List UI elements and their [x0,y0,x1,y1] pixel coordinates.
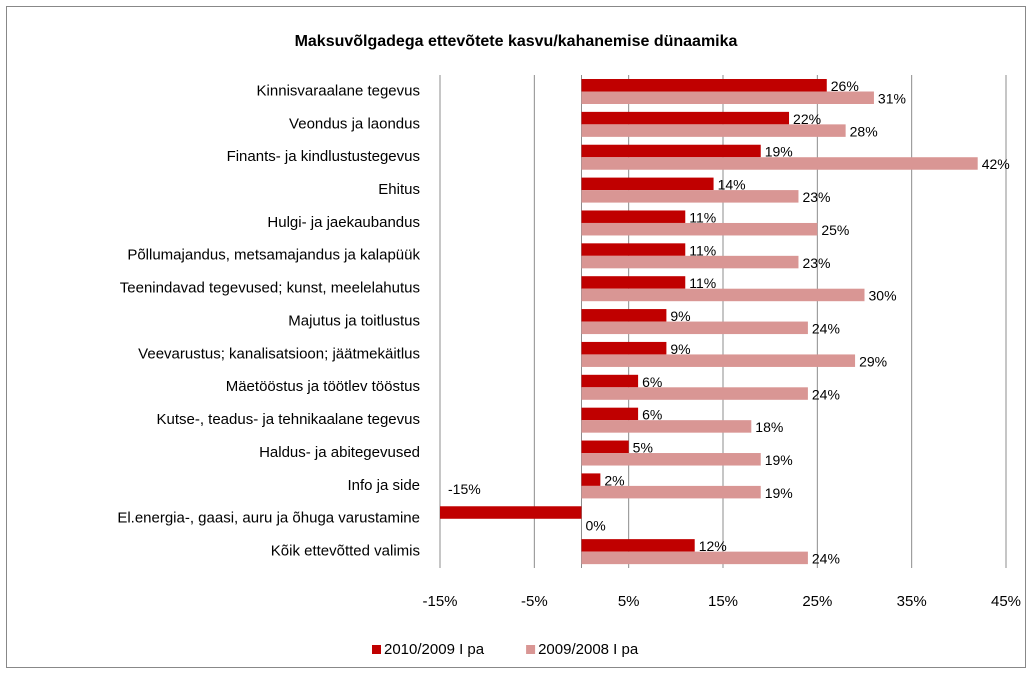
bar [581,539,695,552]
value-label: 19% [765,144,793,160]
value-label: 2% [604,472,624,488]
value-label: 24% [812,321,840,337]
value-label: 14% [718,177,746,193]
value-label: -15% [448,481,481,497]
value-label: 6% [642,407,662,423]
bar [581,485,761,499]
bar [581,111,790,125]
bar [581,407,639,421]
legend-swatch [526,645,536,654]
value-label: 25% [821,222,849,238]
x-tick-label: 25% [802,593,832,610]
value-label: 29% [859,353,887,369]
chart-title: Maksuvõlgadega ettevõtete kasvu/kahanemi… [295,33,738,50]
bar [581,190,799,203]
value-label: 5% [633,439,653,455]
bar [581,255,799,269]
value-label: 11% [689,209,716,225]
y-tick-label: Kõik ettevõtted valimis [271,543,420,560]
y-tick-label: Mäetööstus ja töötlev tööstus [226,378,420,395]
bar [440,506,582,519]
value-label: 19% [765,485,793,501]
y-tick-label: Kinnisvaraalane tegevus [257,82,420,99]
y-tick-label: Kutse-, teadus- ja tehnikaalane tegevus [156,411,420,428]
y-tick-label: Põllumajandus, metsamajandus ja kalapüük [127,247,420,264]
value-label: 12% [699,538,727,554]
y-tick-label: Finants- ja kindlustustegevus [227,148,420,165]
value-label: 28% [850,123,878,139]
value-label: 19% [765,452,793,468]
bar [581,420,752,433]
x-tick-label: 45% [991,593,1021,610]
y-tick-label: Hulgi- ja jaekaubandus [267,214,420,231]
bar [581,222,818,236]
bar [581,288,865,302]
x-tick-label: 5% [618,593,640,610]
value-label: 26% [831,78,859,94]
bar [581,341,667,355]
y-tick-label: Teenindavad tegevused; kunst, meelelahut… [120,280,420,297]
x-tick-label: 35% [897,593,927,610]
value-label: 23% [802,255,830,271]
bar [581,309,667,322]
value-label: 18% [755,419,783,435]
bar [581,387,808,400]
value-label: 9% [670,341,690,357]
bar [581,210,686,223]
x-tick-label: -5% [521,593,548,610]
bar [581,453,761,466]
bar [581,440,629,454]
value-label: 24% [812,551,840,567]
bar [581,243,686,256]
legend-swatch [372,645,381,654]
bar [581,144,761,158]
value-label: 11% [689,275,716,291]
y-tick-label: Ehitus [378,181,420,198]
bar [581,551,808,565]
bar [581,374,639,388]
y-tick-label: Haldus- ja abitegevused [259,444,420,461]
bar [581,124,846,137]
value-label: 31% [878,90,906,106]
y-tick-label: Veevarustus; kanalisatsioon; jäätmekäitl… [138,345,420,362]
value-label: 23% [802,189,830,205]
y-tick-label: Veondus ja laondus [289,115,420,132]
bar [581,321,808,335]
bar [581,177,714,191]
bar [581,157,978,170]
value-label: 22% [793,111,821,127]
y-tick-label: El.energia-, gaasi, auru ja õhuga varust… [117,510,420,527]
bar [581,79,827,92]
chart-frame [6,6,1026,668]
value-label: 11% [689,242,716,258]
legend-label: 2009/2008 I pa [538,641,639,658]
value-label: 0% [586,518,606,534]
y-tick-label: Majutus ja toitlustus [288,312,420,329]
bar [581,276,686,289]
bar [581,473,601,486]
x-tick-label: -15% [422,593,457,610]
value-label: 30% [869,288,897,304]
x-tick-label: 15% [708,593,738,610]
y-tick-label: Info ja side [347,477,420,494]
bar [581,91,874,104]
legend-label: 2010/2009 I pa [384,641,485,658]
value-label: 9% [670,308,690,324]
value-label: 6% [642,374,662,390]
value-label: 24% [812,386,840,402]
value-label: 42% [982,156,1010,172]
bar [581,354,856,367]
